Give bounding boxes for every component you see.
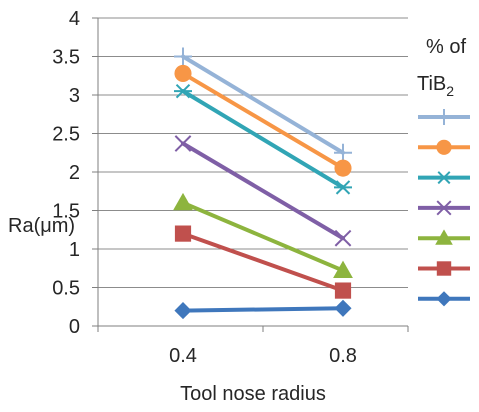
x-marker [334,229,352,247]
y-tick-label: 2 [69,162,80,184]
square-marker [174,225,192,242]
x-axis-label: Tool nose radius [180,383,326,405]
triangle-marker [333,260,353,278]
legend-title-line2: TiB2 [417,73,454,99]
gridlines [98,17,408,288]
plus-marker [174,47,192,66]
legend-title-base: TiB [417,73,446,95]
labels: Tool nose radius Ra(μm) % of TiB2 00.511… [8,8,466,405]
legend-entry-7 [418,291,470,307]
x-marker-d2 [334,229,352,247]
legend-entry-2 [418,139,470,155]
y-tick-label: 1 [69,239,80,261]
series-6 [174,225,352,299]
x-marker [436,200,452,216]
asterisk-marker [436,171,452,185]
triangle-marker [173,192,193,211]
y-tick-label: 4 [69,8,80,30]
legend-entry-6 [418,261,470,276]
series-3 [174,83,352,195]
diamond-marker [334,299,352,317]
circle-marker [436,139,452,155]
circle-marker [174,64,192,82]
legend-entry-4 [418,200,470,216]
legend-entry-3 [418,171,470,185]
series-line [181,306,345,313]
asterisk-marker-d2 [437,171,451,185]
x-marker-d2 [436,200,452,216]
series-4 [174,135,352,247]
plus-marker [334,143,352,162]
diamond-marker [174,302,192,320]
x-marker [174,135,192,152]
legend-title-subscript: 2 [446,83,454,99]
circle-marker [334,159,352,177]
diamond-marker [436,291,452,307]
asterisk-marker-d2 [175,83,191,99]
x-marker-d2 [174,135,192,152]
series-line [181,89,345,190]
series-line [181,71,345,171]
asterisk-marker-d2 [335,180,351,195]
y-tick-label: 3.5 [52,47,80,69]
series-line [181,54,345,155]
series-line [181,141,345,241]
x-tick-label: 0.4 [169,345,197,367]
axes [92,17,409,332]
series-1 [174,47,352,162]
square-marker [436,261,452,276]
series-7 [174,299,352,320]
y-tick-label: 0 [69,316,80,338]
triangle-marker [435,229,453,245]
legend-title-line1: % of [426,36,466,58]
legend-entry-1 [418,109,470,125]
series-line [181,231,345,293]
square-marker [334,282,352,299]
y-tick-label: 3 [69,85,80,107]
y-tick-label: 0.5 [52,278,80,300]
plus-marker [436,109,452,125]
series-group [173,47,353,320]
legend-entry-5 [418,229,470,245]
series-2 [174,64,352,177]
y-tick-label: 1.5 [52,201,80,223]
asterisk-marker [174,83,192,99]
asterisk-marker [334,180,352,195]
series-5 [173,192,353,278]
x-tick-label: 0.8 [329,345,357,367]
y-axis-label: Ra(μm) [8,215,75,237]
y-tick-label: 2.5 [52,124,80,146]
legend [418,109,470,307]
series-line [181,200,345,273]
